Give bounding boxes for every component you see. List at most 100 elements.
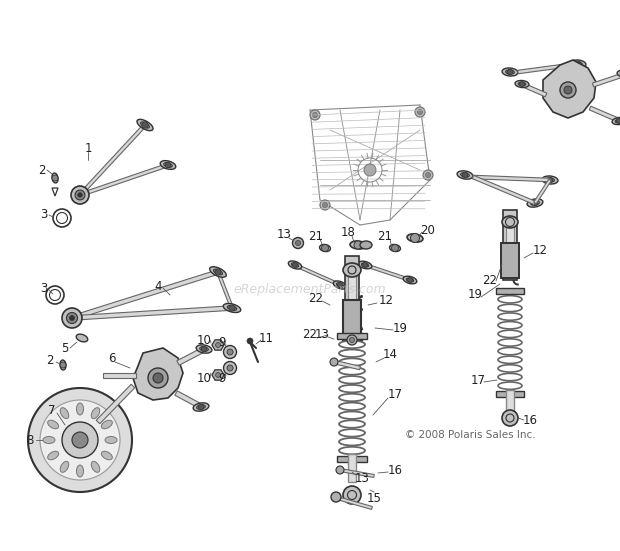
Circle shape [223,361,236,375]
Circle shape [347,335,357,345]
Circle shape [293,262,298,267]
Circle shape [425,172,430,177]
Polygon shape [96,384,135,424]
Circle shape [337,283,342,288]
Text: 1: 1 [84,142,92,154]
Ellipse shape [389,245,401,252]
Polygon shape [473,175,550,182]
Text: 4: 4 [154,279,162,293]
Ellipse shape [570,60,586,68]
Polygon shape [212,370,224,380]
Bar [503,210,517,280]
Ellipse shape [48,451,59,460]
Ellipse shape [502,216,518,228]
Text: 20: 20 [420,224,435,236]
Circle shape [575,61,581,67]
Ellipse shape [617,71,620,78]
Circle shape [227,365,233,371]
Polygon shape [294,263,340,287]
Ellipse shape [137,120,153,131]
Circle shape [616,118,620,123]
Ellipse shape [527,199,543,207]
Ellipse shape [227,305,237,310]
Circle shape [520,82,525,87]
Text: 21: 21 [378,230,392,244]
Circle shape [560,82,576,98]
Text: 9: 9 [218,336,226,348]
Ellipse shape [48,420,59,429]
Ellipse shape [319,245,330,252]
Ellipse shape [223,304,241,312]
Ellipse shape [358,261,372,269]
Text: 13: 13 [314,328,329,342]
Ellipse shape [546,178,554,182]
Polygon shape [334,360,360,370]
Circle shape [507,69,513,75]
Ellipse shape [518,82,526,86]
Ellipse shape [615,119,620,123]
Polygon shape [72,306,232,320]
Ellipse shape [542,176,558,184]
Circle shape [336,466,344,474]
Circle shape [296,240,301,246]
Polygon shape [79,124,146,196]
Ellipse shape [193,403,209,411]
Text: 10: 10 [197,371,211,385]
Circle shape [320,200,330,210]
Circle shape [52,175,58,181]
Circle shape [354,241,362,249]
Ellipse shape [361,263,369,267]
Polygon shape [365,263,410,282]
Ellipse shape [76,465,84,477]
Ellipse shape [43,436,55,444]
Text: 8: 8 [26,434,33,446]
Ellipse shape [141,122,149,128]
Circle shape [28,388,132,492]
Polygon shape [340,468,374,478]
Ellipse shape [502,68,518,76]
Ellipse shape [336,283,343,287]
Ellipse shape [213,269,223,275]
Circle shape [363,262,368,267]
Text: 9: 9 [218,371,226,385]
Text: 16: 16 [388,463,402,477]
Bar [348,454,356,482]
Circle shape [417,110,422,115]
Circle shape [72,432,88,448]
Text: 2: 2 [38,164,46,176]
Circle shape [148,368,168,388]
Circle shape [310,110,320,120]
Circle shape [462,172,468,178]
Polygon shape [589,106,619,122]
Circle shape [532,200,538,206]
Circle shape [216,343,220,347]
Ellipse shape [197,404,205,409]
Ellipse shape [288,261,302,269]
Text: 19: 19 [467,289,482,301]
Polygon shape [216,272,233,309]
Circle shape [247,338,253,344]
Bar [496,288,524,294]
Text: 3: 3 [40,283,48,295]
Polygon shape [71,270,219,320]
Ellipse shape [60,461,69,472]
Circle shape [62,308,82,328]
Circle shape [202,346,207,352]
Text: 22: 22 [309,291,324,305]
Ellipse shape [200,347,208,352]
Ellipse shape [457,171,473,179]
Ellipse shape [515,80,529,88]
Circle shape [75,190,85,200]
Text: 15: 15 [366,491,381,505]
Circle shape [330,358,338,366]
Text: 22: 22 [303,328,317,342]
Text: © 2008 Polaris Sales Inc.: © 2008 Polaris Sales Inc. [405,430,535,440]
Polygon shape [518,62,578,74]
Text: 17: 17 [471,374,485,386]
Circle shape [331,492,341,502]
Circle shape [60,362,66,368]
Circle shape [343,486,361,504]
Ellipse shape [334,281,347,289]
Ellipse shape [60,360,66,370]
Ellipse shape [531,201,539,206]
